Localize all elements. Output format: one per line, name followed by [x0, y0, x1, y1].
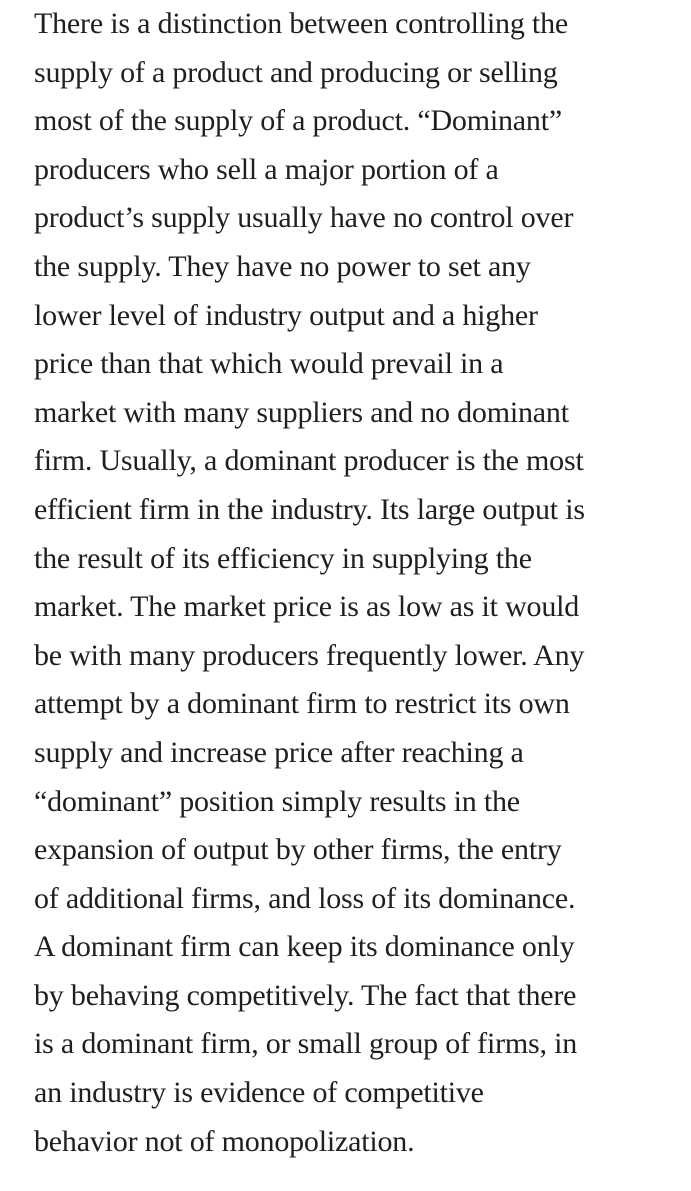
text-line: attempt by a dominant firm to restrict i…	[34, 687, 570, 721]
text-line: lower level of industry output and a hig…	[34, 298, 538, 332]
text-line: producers who sell a major portion of a	[34, 152, 499, 186]
text-line: firm. Usually, a dominant producer is th…	[34, 444, 584, 478]
text-line: be with many producers frequently lower.…	[34, 638, 585, 672]
text-line: A dominant firm can keep its dominance o…	[34, 930, 575, 964]
text-line: product’s supply usually have no control…	[34, 201, 574, 235]
text-line: is a dominant firm, or small group of fi…	[34, 1027, 578, 1061]
text-line: expansion of output by other firms, the …	[34, 833, 562, 867]
text-line: efficient firm in the industry. Its larg…	[34, 492, 585, 526]
text-line: the supply. They have no power to set an…	[34, 249, 531, 283]
text-line: market with many suppliers and no domina…	[34, 395, 569, 429]
text-line: supply of a product and producing or sel…	[34, 55, 558, 89]
text-line: most of the supply of a product. “Domina…	[34, 104, 562, 138]
text-line: price than that which would prevail in a	[34, 347, 504, 381]
text-line: by behaving competitively. The fact that…	[34, 978, 577, 1012]
text-line: supply and increase price after reaching…	[34, 735, 524, 769]
text-line: market. The market price is as low as it…	[34, 590, 580, 624]
text-line: of additional firms, and loss of its dom…	[34, 881, 576, 915]
paragraph: There is a distinction between controlli…	[34, 0, 674, 1166]
text-line: behavior not of monopolization.	[34, 1124, 415, 1158]
text-line: the result of its efficiency in supplyin…	[34, 541, 532, 575]
text-line: an industry is evidence of competitive	[34, 1076, 484, 1110]
text-line: There is a distinction between controlli…	[34, 7, 568, 40]
text-line: “dominant” position simply results in th…	[34, 784, 520, 818]
